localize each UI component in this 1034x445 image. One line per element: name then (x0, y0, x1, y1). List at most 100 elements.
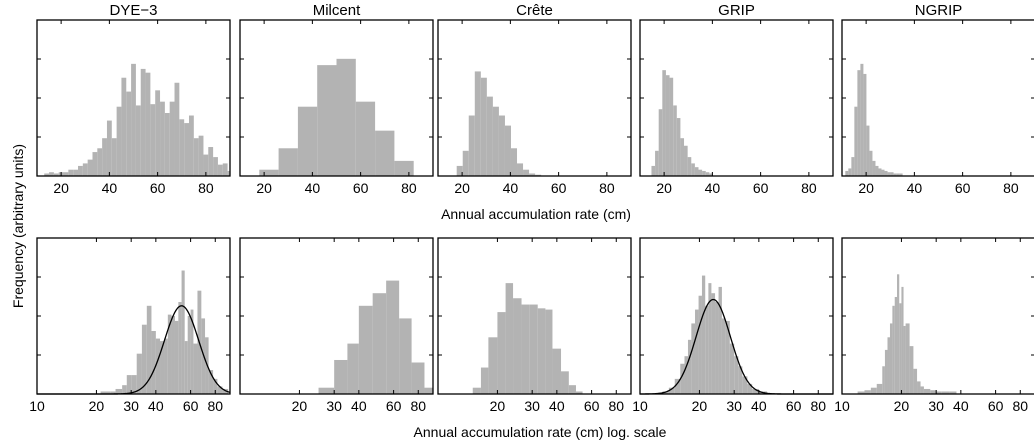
histogram-panel-4: GRIP 20 40 60 80 (639, 2, 834, 196)
histogram-bar (78, 165, 83, 176)
x-tick-label: 80 (608, 398, 624, 414)
histogram-bar (869, 150, 873, 176)
histogram-bar (336, 58, 356, 176)
histogram-bar (174, 82, 180, 176)
histogram-bar (708, 283, 712, 394)
histogram-bar (936, 391, 942, 394)
histogram-bar (155, 90, 161, 176)
histogram-bar (698, 295, 702, 394)
histogram-bar (82, 163, 88, 176)
histogram-bar (899, 173, 903, 176)
histogram-bar (901, 286, 904, 394)
histogram-bar (729, 343, 735, 394)
histogram-bar (523, 169, 530, 176)
histogram-bar (193, 138, 199, 176)
histogram-bar (903, 325, 906, 394)
panel-frame (841, 237, 1034, 395)
histogram-bar (73, 169, 79, 176)
bottom-row-x-label: Annual accumulation rate (cm) log. scale (414, 424, 667, 440)
histogram-bar (111, 138, 117, 176)
histogram-bar (561, 371, 569, 394)
histogram-bar (845, 170, 849, 176)
histogram-bar (136, 353, 142, 394)
histogram-bar (505, 283, 514, 394)
x-tick-label: 60 (753, 180, 769, 196)
histogram-bar (187, 315, 191, 394)
histogram-bar (145, 72, 151, 176)
histogram-bar (68, 169, 74, 176)
histogram-bar (860, 63, 864, 176)
histogram-bar (513, 298, 522, 394)
histogram-panel-5: NGRIP 20 40 60 80 (841, 2, 1034, 196)
x-tick-label: 80 (810, 398, 826, 414)
histogram-bar (140, 68, 146, 176)
histogram-bar (687, 157, 692, 176)
histogram-bar (851, 157, 855, 176)
histogram-bar (702, 170, 706, 176)
histogram-bar (897, 274, 900, 394)
histogram-bar (178, 302, 182, 394)
histogram-bar (694, 167, 699, 176)
histogram-bar (537, 308, 546, 394)
histogram-bar (208, 370, 214, 394)
x-tick-label: 40 (705, 180, 721, 196)
histogram-bar (691, 323, 696, 394)
histogram-bar (126, 91, 132, 176)
histogram-bar (150, 104, 156, 176)
x-tick-label: 60 (183, 398, 199, 414)
histogram-bar (848, 168, 852, 176)
histogram-bar (110, 391, 116, 394)
histogram-bar (738, 366, 743, 394)
histogram-bar (899, 303, 902, 394)
x-tick-label: 40 (148, 398, 164, 414)
histogram-bar (887, 172, 891, 176)
histogram-bar (521, 304, 530, 394)
histogram-bar (510, 148, 518, 176)
histogram-bar (468, 115, 475, 176)
histogram-bar (102, 138, 107, 176)
x-tick-label: 10 (29, 398, 45, 414)
histogram-bar (480, 77, 487, 176)
histogram-bar (122, 385, 127, 394)
x-tick-label: 60 (955, 180, 971, 196)
x-tick-label: 40 (305, 180, 321, 196)
histogram-bar (498, 115, 505, 176)
histogram-panel-10: 10 20 30 40 60 80 (834, 237, 1034, 414)
histogram-bar (486, 96, 493, 176)
histogram-bar (721, 318, 726, 394)
histogram-bar (949, 391, 957, 394)
top-row-x-label: Annual accumulation rate (cm) (441, 206, 631, 222)
x-tick-label: 20 (656, 180, 672, 196)
histogram-bar (889, 323, 893, 394)
panel-title: GRIP (718, 2, 755, 19)
histogram-panel-9: 10 20 30 40 60 80 (632, 237, 834, 414)
x-tick-label: 60 (150, 180, 166, 196)
histogram-bar (866, 125, 870, 176)
histogram-bar (160, 101, 165, 176)
histogram-bar (115, 388, 123, 394)
histogram-bar (857, 391, 865, 394)
histogram-bar (188, 115, 194, 176)
histogram-bar (887, 337, 890, 394)
histogram-bar (905, 323, 910, 394)
histogram-bar (358, 305, 373, 394)
histogram-bar (488, 337, 498, 394)
histogram-bar (875, 165, 879, 176)
histogram-bar (222, 388, 229, 394)
histogram-bar (552, 348, 562, 394)
histogram-bar (725, 320, 730, 394)
histogram-bar (334, 359, 348, 394)
histogram-bar (100, 391, 111, 394)
histogram-bar (456, 165, 463, 176)
histogram-bar (695, 309, 699, 394)
histogram-bar (92, 152, 98, 176)
x-tick-label: 20 (490, 398, 506, 414)
histogram-bar (222, 163, 228, 176)
x-tick-label: 30 (726, 398, 742, 414)
histogram-bar (227, 170, 230, 176)
histogram-bar (126, 375, 132, 394)
x-tick-label: 40 (503, 180, 519, 196)
x-tick-label: 60 (584, 398, 600, 414)
histogram-bar (705, 172, 710, 176)
x-tick-label: 80 (410, 398, 426, 414)
